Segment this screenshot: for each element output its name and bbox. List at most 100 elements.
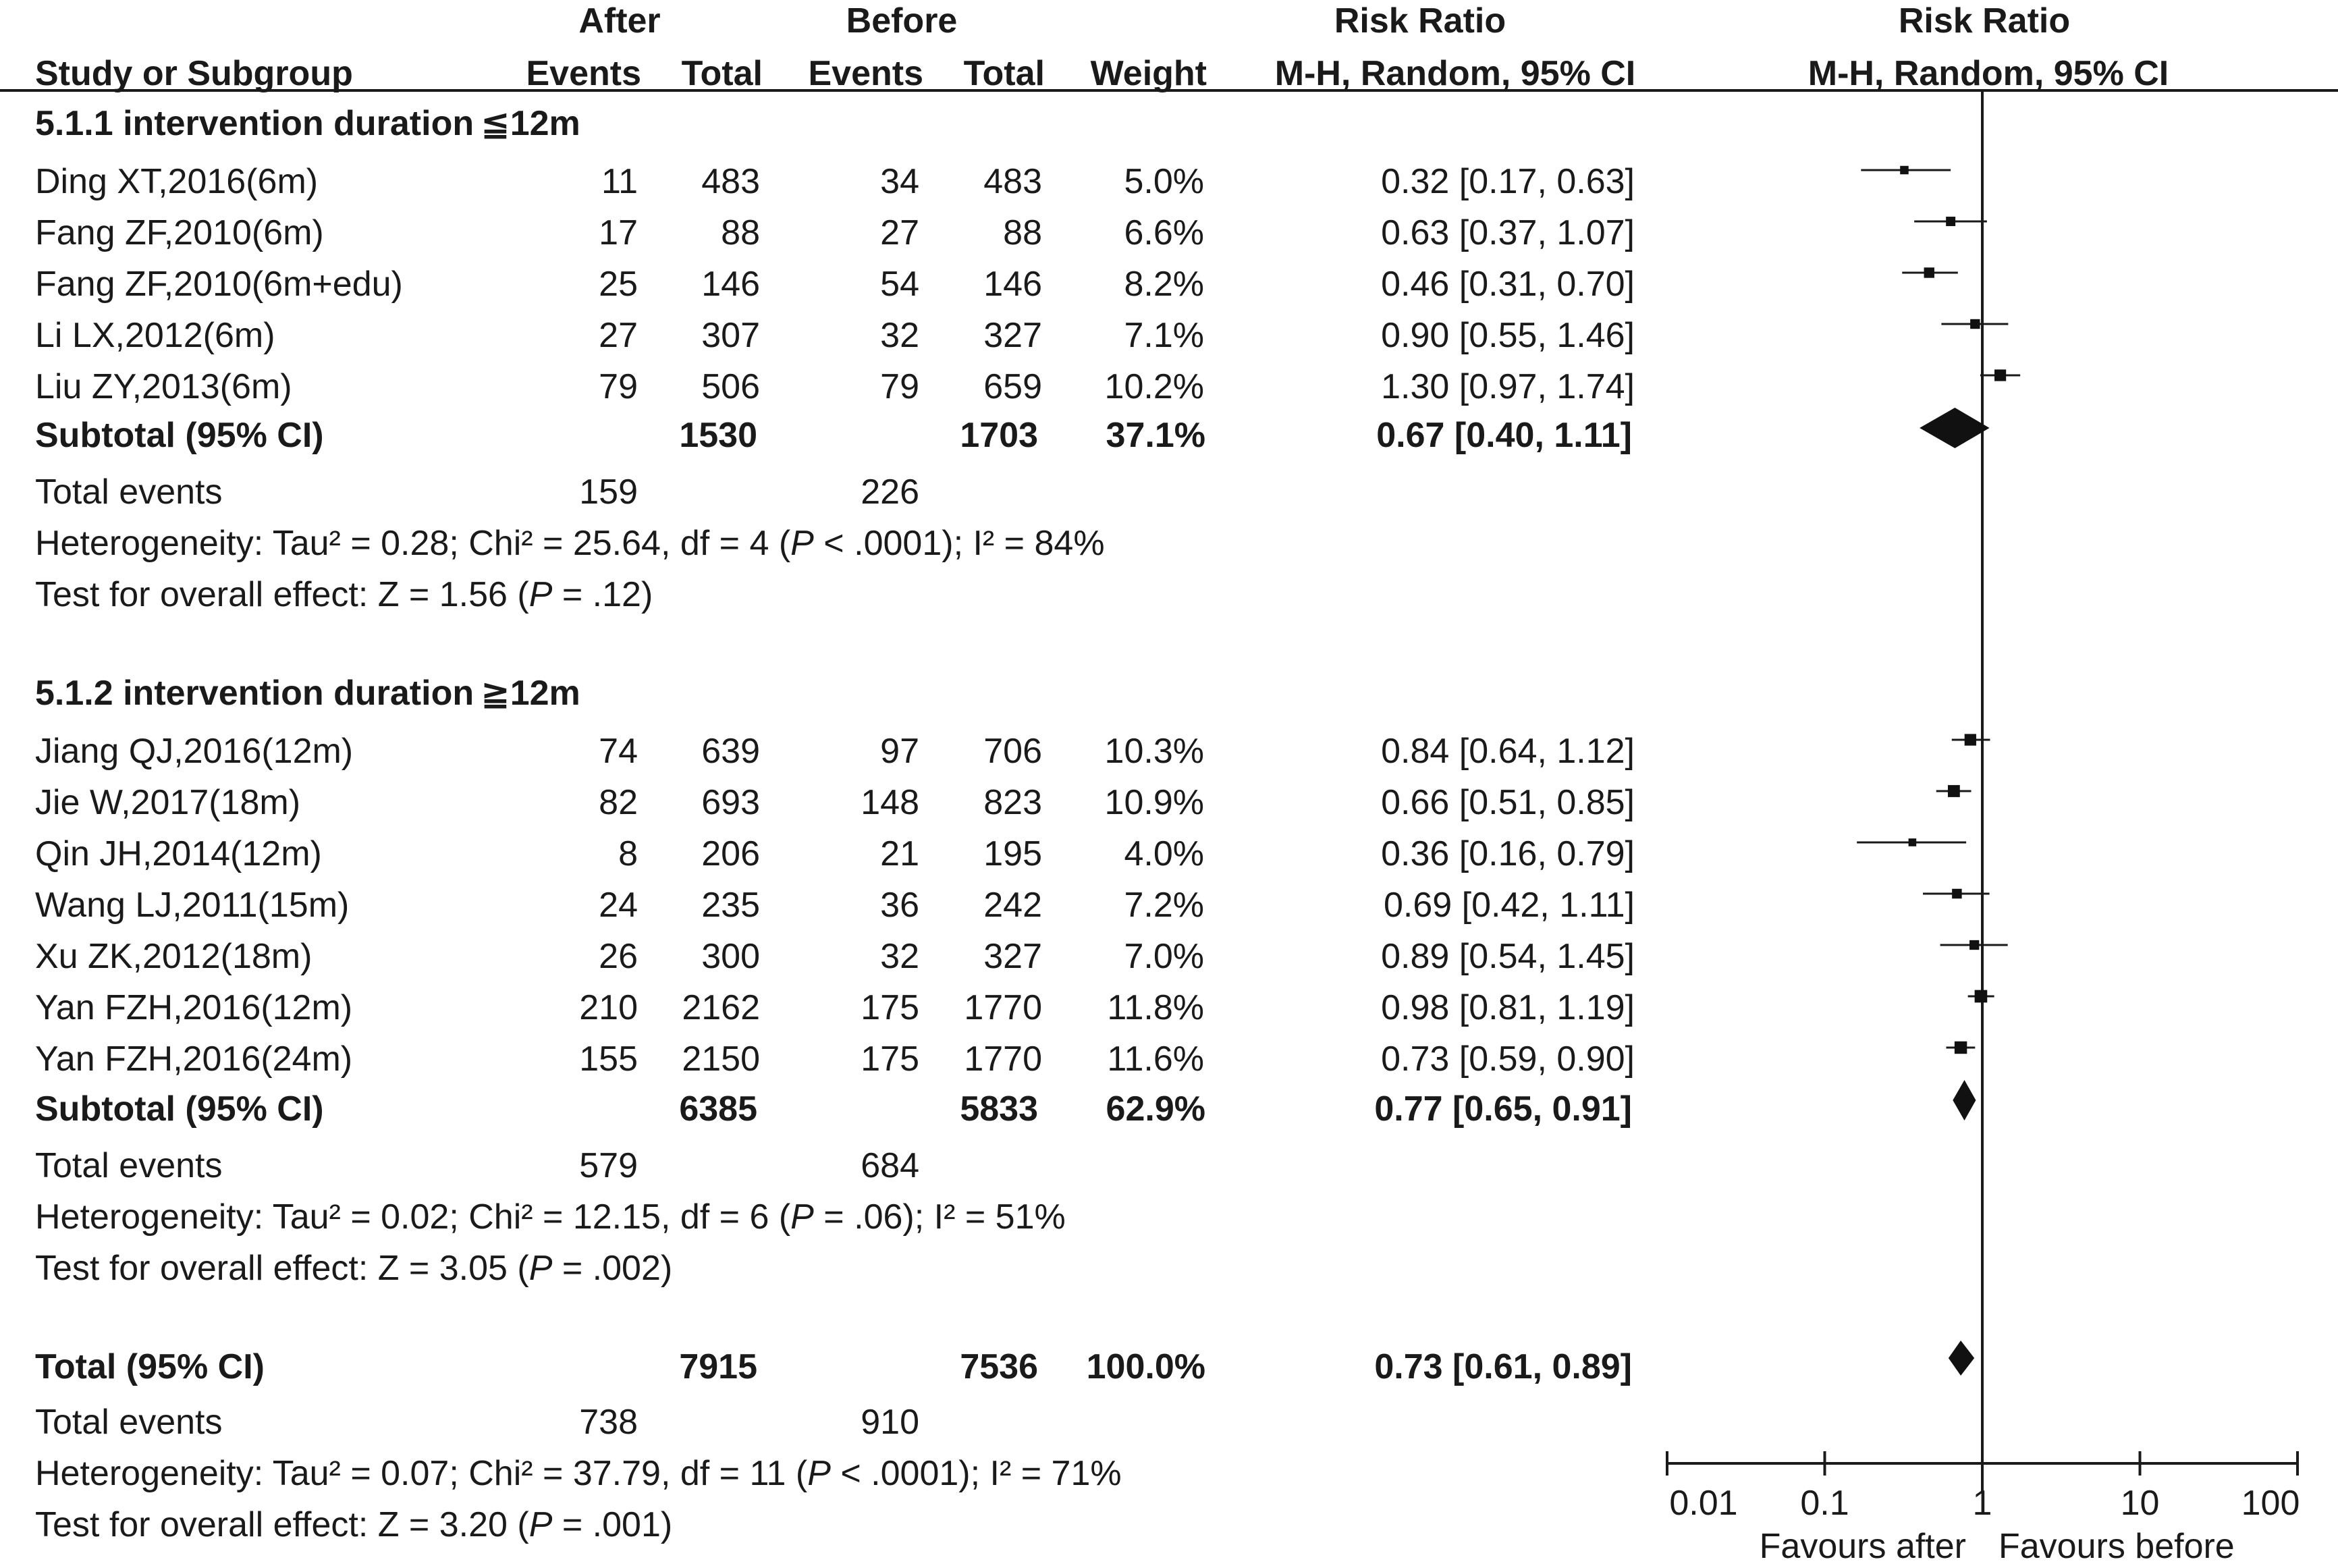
rr-ci-value: 0.66 [0.51, 0.85] — [1381, 783, 1635, 822]
study-name: Xu ZK,2012(18m) — [35, 937, 312, 976]
after-total: 6385 — [679, 1089, 757, 1129]
before-total: 242 — [983, 886, 1042, 925]
after-total: 307 — [701, 316, 760, 355]
subtotal-label: Subtotal (95% CI) — [35, 1089, 324, 1129]
before-total: 706 — [983, 732, 1042, 771]
subgroup-heading: 5.1.2 intervention duration ≧12m — [35, 674, 580, 713]
before-total: 7536 — [960, 1347, 1038, 1386]
after-events: 579 — [579, 1146, 638, 1185]
effect-marker — [1947, 785, 1960, 797]
total-events-label: Total events — [35, 1403, 223, 1442]
weight-value: 62.9% — [1106, 1089, 1205, 1129]
weight-value: 5.0% — [1124, 162, 1204, 201]
rr-ci-value: 0.90 [0.55, 1.46] — [1381, 316, 1635, 355]
study-row: Xu ZK,2012(18m) 26 300 32 327 7.0% 0.89 … — [35, 937, 1635, 976]
study-name: Jiang QJ,2016(12m) — [35, 732, 353, 771]
rr-column-title: Risk Ratio — [1334, 1, 1506, 40]
after-total: 206 — [701, 834, 760, 873]
before-total: 146 — [983, 265, 1042, 304]
before-total-header: Total — [964, 54, 1045, 93]
study-name: Qin JH,2014(12m) — [35, 834, 322, 873]
effect-marker — [1900, 165, 1909, 175]
before-total: 1703 — [960, 416, 1038, 455]
weight-value: 11.6% — [1107, 1039, 1204, 1079]
study-row: Li LX,2012(6m) 27 307 32 327 7.1% 0.90 [… — [35, 316, 1635, 355]
before-total: 483 — [983, 162, 1042, 201]
effect-marker — [1946, 217, 1956, 226]
before-events: 27 — [880, 213, 919, 252]
study-row: Liu ZY,2013(6m) 79 506 79 659 10.2% 1.30… — [35, 367, 1635, 406]
after-total-header: Total — [682, 54, 763, 93]
heterogeneity-text: Heterogeneity: Tau² = 0.28; Chi² = 25.64… — [35, 524, 1105, 563]
weight-value: 8.2% — [1124, 265, 1204, 304]
before-total: 1770 — [964, 1039, 1042, 1079]
study-row: Fang ZF,2010(6m) 17 88 27 88 6.6% 0.63 [… — [35, 213, 1635, 252]
effect-marker — [1924, 267, 1934, 278]
weight-value: 100.0% — [1087, 1347, 1205, 1386]
weight-value: 6.6% — [1124, 213, 1204, 252]
effect-marker — [1970, 319, 1980, 329]
after-events: 738 — [579, 1403, 638, 1442]
x-tick-label: 100 — [2241, 1484, 2300, 1523]
before-events: 175 — [861, 988, 919, 1027]
after-total: 2162 — [682, 988, 760, 1027]
study-name: Li LX,2012(6m) — [35, 316, 275, 355]
total-events-label: Total events — [35, 472, 223, 512]
study-name: Yan FZH,2016(12m) — [35, 988, 352, 1027]
rr-ci-value: 0.69 [0.42, 1.11] — [1384, 886, 1635, 925]
study-name: Yan FZH,2016(24m) — [35, 1039, 352, 1079]
study-row: Qin JH,2014(12m) 8 206 21 195 4.0% 0.36 … — [35, 834, 1635, 873]
after-events: 8 — [618, 834, 638, 873]
heterogeneity-text: Heterogeneity: Tau² = 0.02; Chi² = 12.15… — [35, 1197, 1066, 1237]
study-name: Liu ZY,2013(6m) — [35, 367, 292, 406]
subtotal-label: Subtotal (95% CI) — [35, 416, 324, 455]
before-group-header: Before — [846, 1, 958, 40]
rr-ci-value: 0.63 [0.37, 1.07] — [1381, 213, 1635, 252]
after-events: 17 — [599, 213, 638, 252]
before-events: 36 — [880, 886, 919, 925]
rr-ci-value: 1.30 [0.97, 1.74] — [1381, 367, 1635, 406]
after-events: 82 — [599, 783, 638, 822]
after-events: 25 — [599, 265, 638, 304]
weight-value: 37.1% — [1106, 416, 1205, 455]
effect-marker — [1954, 1041, 1967, 1054]
rr-ci-value: 0.77 [0.65, 0.91] — [1374, 1089, 1632, 1129]
x-tick-label: 10 — [2121, 1484, 2160, 1523]
study-name: Fang ZF,2010(6m) — [35, 213, 324, 252]
subgroup-heading: 5.1.1 intervention duration ≦12m — [35, 104, 580, 143]
rr-ci-value: 0.84 [0.64, 1.12] — [1381, 732, 1635, 771]
after-group-header: After — [578, 1, 660, 40]
before-events: 34 — [880, 162, 919, 201]
weight-value: 7.2% — [1124, 886, 1204, 925]
after-total: 146 — [701, 265, 760, 304]
x-tick-label: 1 — [1973, 1484, 1992, 1523]
study-name: Wang LJ,2011(15m) — [35, 886, 349, 925]
rr-ci-value: 0.36 [0.16, 0.79] — [1381, 834, 1635, 873]
subtotal-row: Subtotal (95% CI) 1530 1703 37.1% 0.67 [… — [35, 416, 1632, 455]
after-events: 210 — [579, 988, 638, 1027]
overall-effect-text: Test for overall effect: Z = 1.56 (P = .… — [35, 575, 653, 614]
before-total: 1770 — [964, 988, 1042, 1027]
after-total: 300 — [701, 937, 760, 976]
before-total: 327 — [983, 316, 1042, 355]
pooled-diamond — [1953, 1080, 1976, 1120]
effect-marker — [1952, 888, 1962, 899]
before-events: 684 — [861, 1146, 919, 1185]
after-total: 506 — [701, 367, 760, 406]
after-events: 74 — [599, 732, 638, 771]
after-events: 155 — [579, 1039, 638, 1079]
effect-marker — [1969, 940, 1980, 950]
before-events: 21 — [880, 834, 919, 873]
before-total: 327 — [983, 937, 1042, 976]
study-name: Jie W,2017(18m) — [35, 783, 300, 822]
study-column-header: Study or Subgroup — [35, 54, 353, 93]
plot-title: Risk Ratio — [1899, 1, 2070, 40]
overall-total-row: Total (95% CI) 7915 7536 100.0% 0.73 [0.… — [35, 1347, 1632, 1386]
after-events: 26 — [599, 937, 638, 976]
after-events-header: Events — [526, 54, 641, 93]
weight-value: 11.8% — [1107, 988, 1204, 1027]
before-events: 79 — [880, 367, 919, 406]
after-total: 693 — [701, 783, 760, 822]
before-total: 195 — [983, 834, 1042, 873]
rr-ci-value: 0.32 [0.17, 0.63] — [1381, 162, 1635, 201]
